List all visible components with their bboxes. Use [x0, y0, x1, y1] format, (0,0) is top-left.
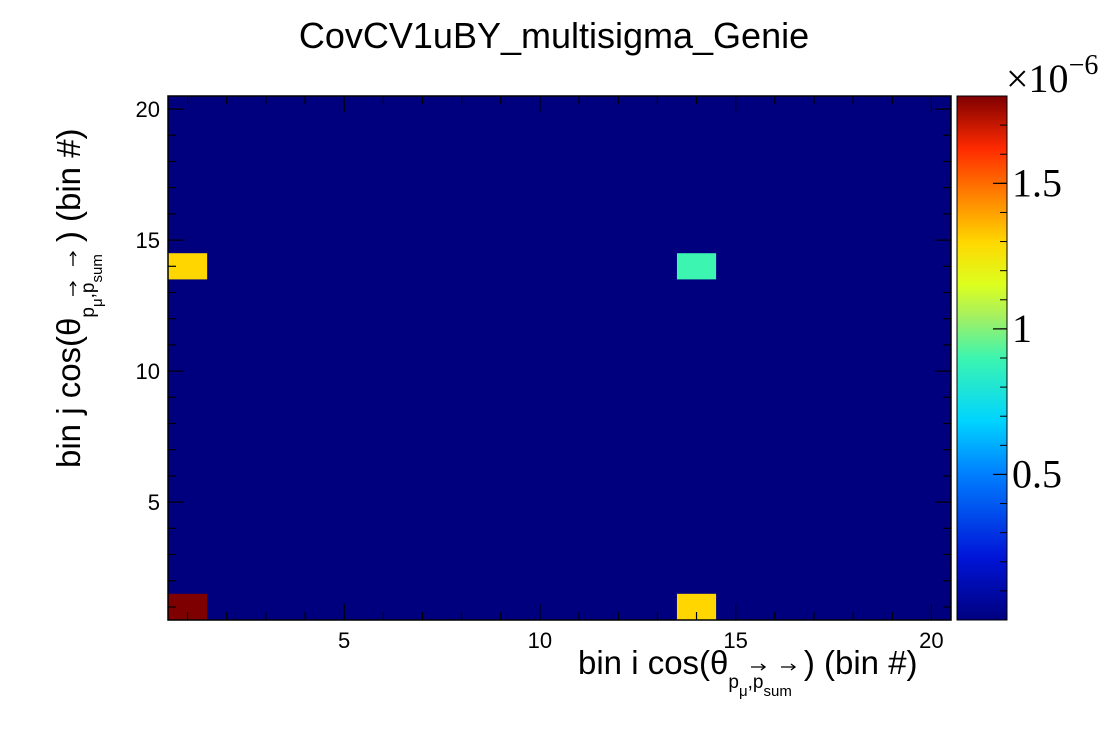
y-axis-title-prefix: bin j cos(θ	[50, 318, 87, 468]
y-axis-comma: ,	[78, 293, 99, 298]
y-axis-title-suffix: ) (bin #)	[50, 128, 87, 242]
x-tick-label: 20	[919, 628, 943, 653]
color-scale: 0.5 1 1.5 ×10−6	[956, 50, 1098, 621]
color-scale-tick-label: 0.5	[1012, 451, 1062, 496]
y-tick-label: 10	[136, 359, 160, 384]
plot-area	[167, 95, 952, 621]
axis-ticks	[168, 96, 951, 620]
heatmap-cell	[676, 253, 717, 280]
color-scale-tick-label: 1.5	[1012, 160, 1062, 205]
color-scale-multiplier: ×10−6	[1006, 50, 1098, 101]
y-tick-label: 20	[136, 97, 160, 122]
heatmap-cells	[168, 253, 717, 620]
x-axis-title-prefix: bin i cos(θ	[578, 644, 728, 681]
color-scale-multiplier-base: ×10	[1006, 56, 1069, 101]
y-axis-sub1: p	[78, 307, 99, 318]
y-axis-sub2: p	[78, 283, 99, 294]
chart-title: CovCV1uBY_multisigma_Genie	[299, 15, 809, 56]
x-tick-labels: 5 10 15 20	[338, 628, 944, 653]
x-axis-comma: ,	[748, 672, 753, 693]
color-scale-ticks: 0.5 1 1.5	[993, 124, 1062, 592]
color-scale-tick-label: 1	[1012, 306, 1032, 351]
plot-frame	[167, 95, 952, 621]
y-axis-vector-arrows	[69, 250, 77, 296]
x-axis-vector-arrows	[751, 663, 797, 671]
y-axis-sub1-sub: μ	[89, 298, 106, 307]
y-tick-label: 15	[136, 228, 160, 253]
x-tick-label: 10	[528, 628, 552, 653]
x-tick-label: 15	[723, 628, 747, 653]
x-axis-sub2: p	[753, 672, 764, 693]
plot-background	[168, 96, 951, 620]
x-tick-label: 5	[338, 628, 350, 653]
x-axis-sub1-sub: μ	[739, 683, 748, 700]
color-scale-exponent: −6	[1069, 50, 1099, 81]
x-axis-title-suffix: ) (bin #)	[804, 644, 918, 681]
color-scale-bar	[957, 96, 1007, 620]
y-tick-labels: 5 10 15 20	[136, 97, 160, 515]
y-axis-title: bin j cos(θpμ,psum) (bin #)	[50, 128, 106, 468]
y-axis-sub2-sub: sum	[89, 254, 106, 282]
x-axis-title: bin i cos(θpμ,psum) (bin #)	[578, 644, 918, 700]
x-axis-sub2-sub: sum	[764, 683, 792, 700]
x-axis-sub1: p	[728, 672, 739, 693]
y-tick-label: 5	[148, 490, 160, 515]
